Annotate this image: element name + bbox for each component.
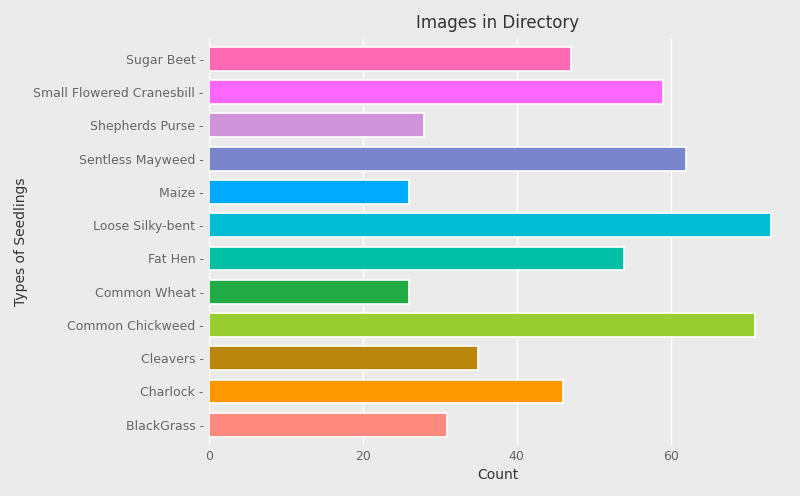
Bar [209,114,424,137]
Bar [209,280,409,304]
Bar [209,247,625,270]
Bar [209,379,563,403]
Bar [209,147,686,171]
Bar [209,180,409,204]
Bar [209,313,755,337]
Title: Images in Directory: Images in Directory [416,14,579,32]
Y-axis label: Types of Seedlings: Types of Seedlings [14,178,28,306]
X-axis label: Count: Count [477,468,518,482]
Bar [209,213,770,237]
Bar [209,47,570,71]
Bar [209,80,663,104]
Bar [209,346,478,370]
Bar [209,413,447,436]
